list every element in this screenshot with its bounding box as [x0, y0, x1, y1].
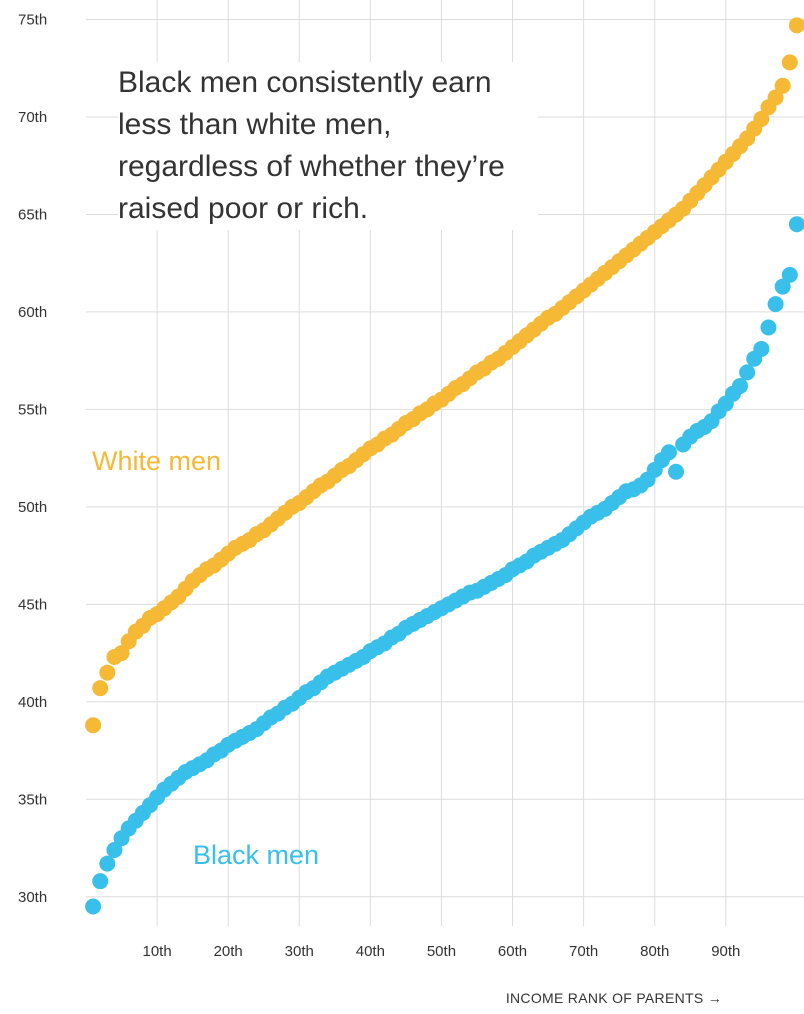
series-label-white-men: White men	[92, 446, 221, 476]
black-men-point	[760, 319, 777, 336]
x-tick-label: 20th	[214, 943, 243, 960]
white-men-point	[99, 664, 116, 681]
white-men-point	[788, 17, 804, 34]
x-tick-label: 30th	[285, 943, 314, 960]
x-tick-label: 10th	[142, 943, 171, 960]
black-men-point	[781, 266, 798, 283]
y-tick-label: 30th	[18, 889, 47, 906]
black-men-point	[732, 377, 749, 394]
black-men-point	[92, 873, 109, 890]
x-tick-label: 80th	[640, 943, 669, 960]
y-tick-label: 35th	[18, 791, 47, 808]
white-men-point	[767, 89, 784, 106]
x-axis-label: INCOME RANK OF PARENTS →	[506, 990, 722, 1006]
x-tick-label: 90th	[711, 943, 740, 960]
y-tick-label: 70th	[18, 109, 47, 126]
white-men-point	[774, 77, 791, 94]
x-tick-label: 40th	[356, 943, 385, 960]
black-men-point	[106, 841, 123, 858]
y-tick-labels: 30th 35th 40th 45th 50th 55th 60th 65th 70th 75th	[18, 11, 47, 905]
y-tick-label: 55th	[18, 401, 47, 418]
white-men-point	[92, 680, 109, 697]
series-label-black-men: Black men	[193, 840, 319, 870]
black-men-point	[739, 364, 756, 381]
black-men-point	[774, 278, 791, 295]
y-tick-label: 50th	[18, 499, 47, 516]
white-men-point	[753, 110, 770, 127]
white-men-point	[113, 645, 130, 662]
data-points	[85, 17, 804, 915]
black-men-point	[788, 216, 804, 233]
black-men-point	[767, 296, 784, 313]
y-tick-label: 65th	[18, 206, 47, 223]
white-men-point	[85, 717, 102, 734]
chart-annotation: Black men consistently earn less than wh…	[118, 62, 538, 230]
black-men-point	[753, 340, 770, 357]
y-tick-label: 75th	[18, 11, 47, 28]
x-tick-label: 70th	[569, 943, 598, 960]
black-men-point	[99, 855, 116, 872]
x-tick-label: 50th	[427, 943, 456, 960]
x-tick-labels: 10th 20th 30th 40th 50th 60th 70th 80th 90th	[142, 943, 740, 960]
white-men-point	[781, 54, 798, 71]
y-tick-label: 40th	[18, 694, 47, 711]
black-men-point	[85, 898, 102, 915]
y-tick-label: 60th	[18, 304, 47, 321]
y-tick-label: 45th	[18, 596, 47, 613]
x-tick-label: 60th	[498, 943, 527, 960]
black-men-point	[660, 444, 677, 461]
black-men-point	[668, 463, 685, 480]
